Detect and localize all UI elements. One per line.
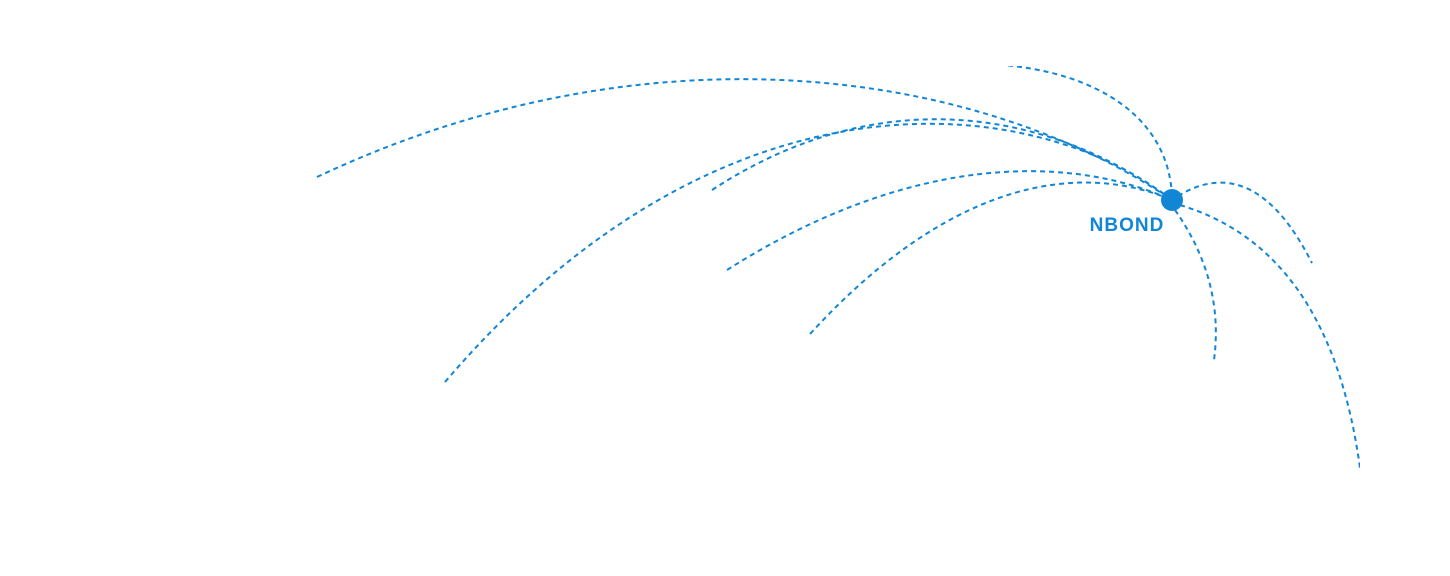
node-label: NBOND bbox=[1090, 215, 1165, 236]
edge-south bbox=[1174, 209, 1217, 361]
graph-node[interactable] bbox=[1161, 189, 1183, 211]
edge-layer bbox=[316, 66, 1360, 468]
edge-west-mid bbox=[726, 170, 1173, 271]
edge-west-near bbox=[809, 181, 1173, 335]
edge-west-far bbox=[316, 78, 1173, 201]
edge-north bbox=[1002, 66, 1173, 199]
edge-southeast bbox=[1179, 204, 1360, 468]
edge-east bbox=[1177, 181, 1313, 264]
edge-southwest-far bbox=[444, 122, 1173, 383]
edge-west-upper bbox=[711, 118, 1173, 201]
